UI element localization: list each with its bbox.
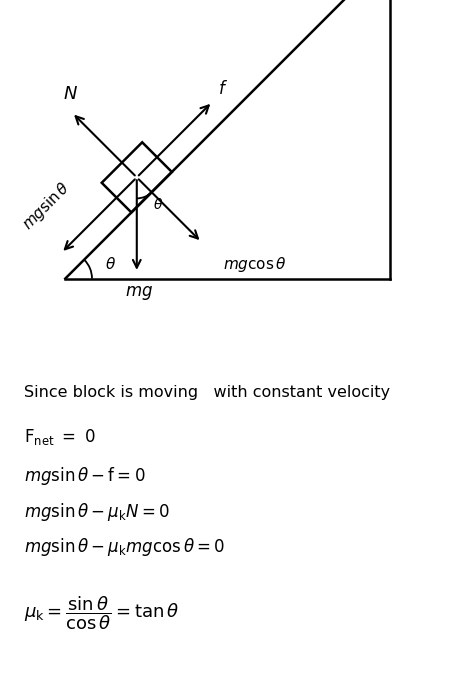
Text: $mg\sin\theta$: $mg\sin\theta$ bbox=[18, 178, 74, 234]
Text: $f$: $f$ bbox=[218, 80, 228, 98]
Text: $\theta$: $\theta$ bbox=[153, 198, 163, 212]
Text: $\mathsf{F}_{\mathsf{net}}\ =\ 0$: $\mathsf{F}_{\mathsf{net}}\ =\ 0$ bbox=[24, 427, 96, 447]
Text: $mg\sin\theta - \mu_{\mathrm{k}}N = 0$: $mg\sin\theta - \mu_{\mathrm{k}}N = 0$ bbox=[24, 501, 170, 523]
Text: Since block is moving   with constant velocity: Since block is moving with constant velo… bbox=[24, 385, 390, 400]
Text: $\mu_{\mathrm{k}} = \dfrac{\sin\theta}{\cos\theta} = \tan\theta$: $\mu_{\mathrm{k}} = \dfrac{\sin\theta}{\… bbox=[24, 594, 179, 631]
Text: $mg$: $mg$ bbox=[125, 285, 153, 302]
Text: $\theta$: $\theta$ bbox=[105, 256, 117, 272]
Text: $N$: $N$ bbox=[63, 85, 78, 103]
Text: $mg\cos\theta$: $mg\cos\theta$ bbox=[222, 256, 286, 274]
Text: $mg\sin\theta - \mathrm{f} = 0$: $mg\sin\theta - \mathrm{f} = 0$ bbox=[24, 465, 145, 488]
Text: $mg\sin\theta - \mu_{\mathrm{k}}mg\cos\theta = 0$: $mg\sin\theta - \mu_{\mathrm{k}}mg\cos\t… bbox=[24, 536, 225, 558]
